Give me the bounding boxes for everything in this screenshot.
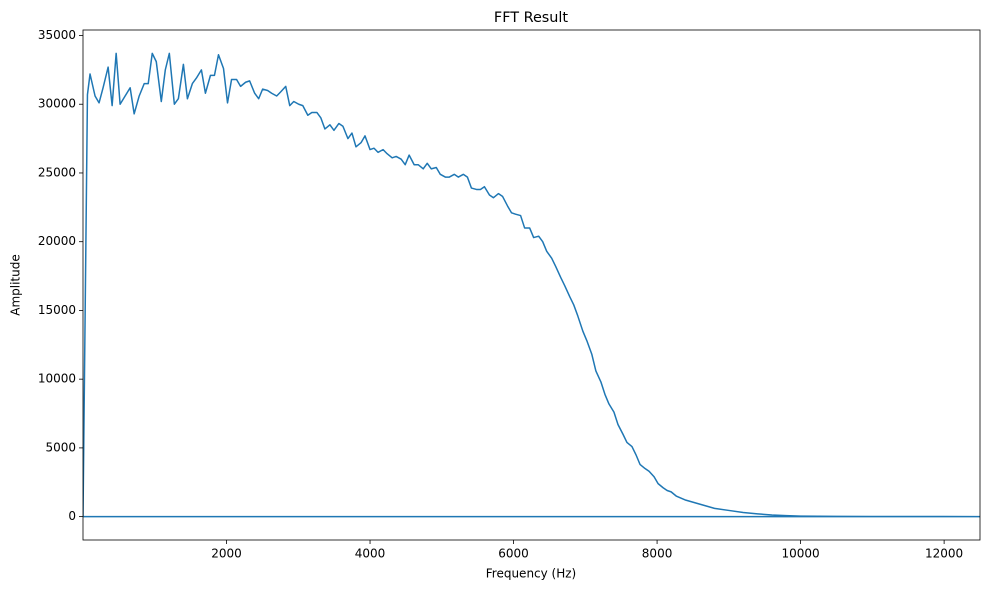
plot-frame — [82, 29, 981, 541]
x-tick-label: 8000 — [642, 547, 673, 561]
y-axis-label: Amplitude — [9, 254, 23, 316]
data-line — [83, 52, 980, 518]
y-tick-label: 25000 — [38, 165, 76, 179]
y-tick-label: 10000 — [38, 372, 76, 386]
x-tick-label: 12000 — [925, 547, 963, 561]
x-tick-label: 6000 — [498, 547, 529, 561]
plot-area — [83, 52, 980, 518]
chart-title: FFT Result — [494, 10, 568, 26]
y-tick-label: 35000 — [38, 28, 76, 42]
y-tick-label: 0 — [68, 509, 76, 523]
x-tick-label: 4000 — [355, 547, 386, 561]
y-tick-label: 15000 — [38, 303, 76, 317]
y-tick-label: 20000 — [38, 234, 76, 248]
y-tick-label: 5000 — [45, 440, 76, 454]
y-tick-label: 30000 — [38, 97, 76, 111]
x-tick-label: 2000 — [211, 547, 242, 561]
x-axis-label: Frequency (Hz) — [486, 567, 577, 581]
x-tick-label: 10000 — [782, 547, 820, 561]
